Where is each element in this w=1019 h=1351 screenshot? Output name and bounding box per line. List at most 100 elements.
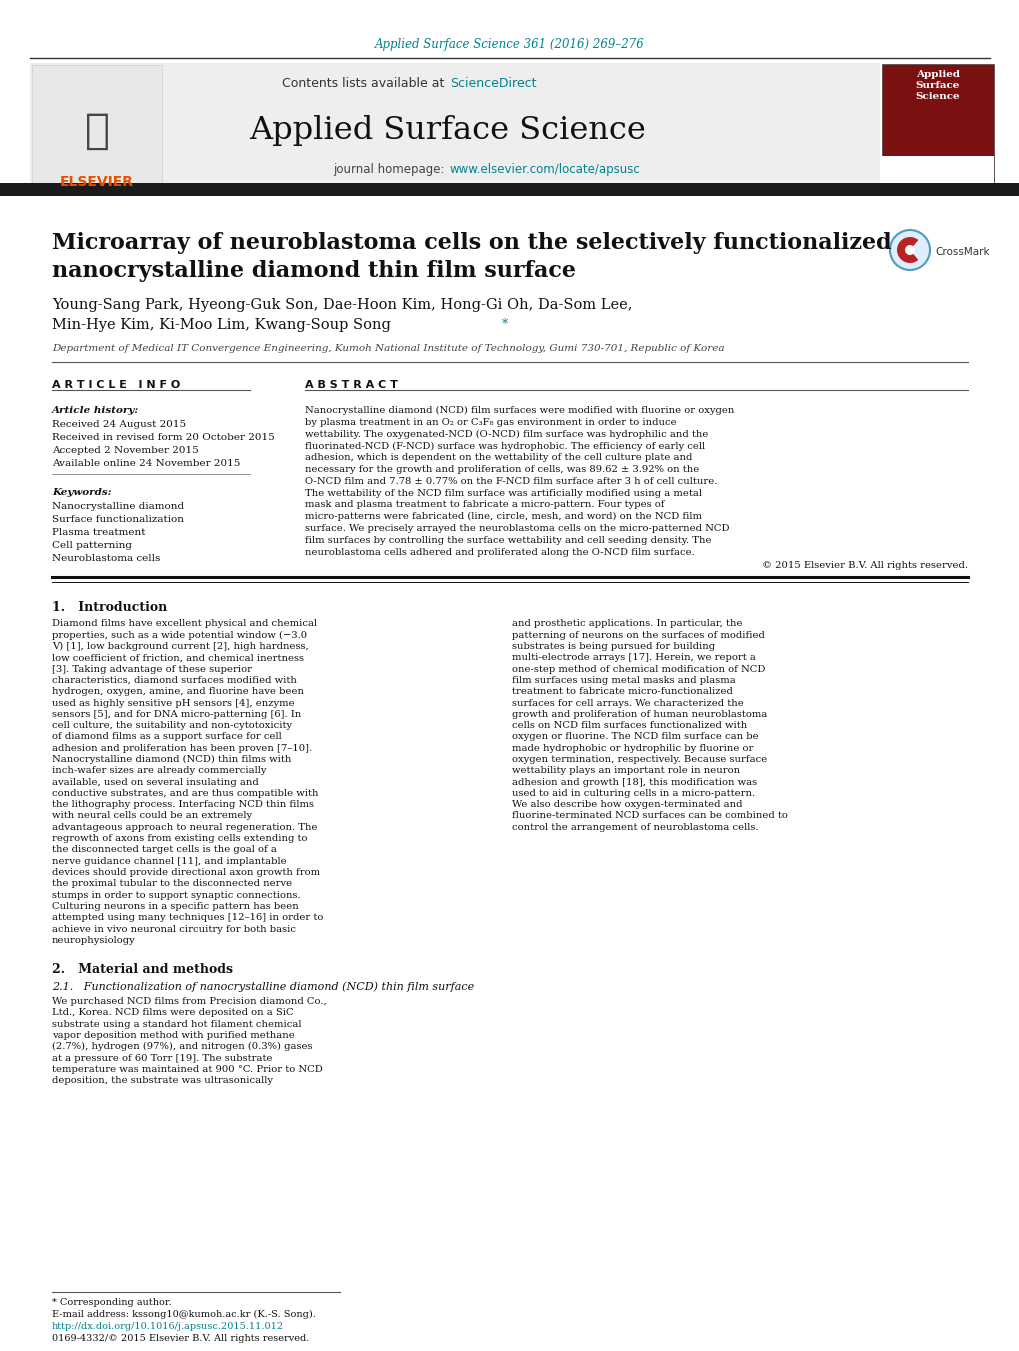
Text: and prosthetic applications. In particular, the: and prosthetic applications. In particul… xyxy=(512,619,742,628)
Text: © 2015 Elsevier B.V. All rights reserved.: © 2015 Elsevier B.V. All rights reserved… xyxy=(761,562,967,570)
Text: Applied Surface Science: Applied Surface Science xyxy=(250,115,646,146)
Text: substrates is being pursued for building: substrates is being pursued for building xyxy=(512,642,714,651)
Text: vapor deposition method with purified methane: vapor deposition method with purified me… xyxy=(52,1031,294,1040)
Text: treatment to fabricate micro-functionalized: treatment to fabricate micro-functionali… xyxy=(512,688,733,696)
Text: surface. We precisely arrayed the neuroblastoma cells on the micro-patterned NCD: surface. We precisely arrayed the neurob… xyxy=(305,524,729,534)
Text: sensors [5], and for DNA micro-patterning [6]. In: sensors [5], and for DNA micro-patternin… xyxy=(52,709,301,719)
Text: used as highly sensitive pH sensors [4], enzyme: used as highly sensitive pH sensors [4],… xyxy=(52,698,294,708)
Text: Received 24 August 2015: Received 24 August 2015 xyxy=(52,420,185,430)
Text: * Corresponding author.: * Corresponding author. xyxy=(52,1298,171,1306)
Text: by plasma treatment in an O₂ or C₃F₈ gas environment in order to induce: by plasma treatment in an O₂ or C₃F₈ gas… xyxy=(305,417,676,427)
Text: nanocrystalline diamond thin film surface: nanocrystalline diamond thin film surfac… xyxy=(52,259,576,282)
Text: ELSEVIER: ELSEVIER xyxy=(60,176,133,189)
Text: regrowth of axons from existing cells extending to: regrowth of axons from existing cells ex… xyxy=(52,834,307,843)
Text: A R T I C L E   I N F O: A R T I C L E I N F O xyxy=(52,380,180,390)
Text: necessary for the growth and proliferation of cells, was 89.62 ± 3.92% on the: necessary for the growth and proliferati… xyxy=(305,465,699,474)
Text: We also describe how oxygen-terminated and: We also describe how oxygen-terminated a… xyxy=(512,800,742,809)
Text: characteristics, diamond surfaces modified with: characteristics, diamond surfaces modifi… xyxy=(52,676,297,685)
Text: oxygen termination, respectively. Because surface: oxygen termination, respectively. Becaus… xyxy=(512,755,766,765)
Text: Department of Medical IT Convergence Engineering, Kumoh National Institute of Te: Department of Medical IT Convergence Eng… xyxy=(52,345,723,353)
Text: Young-Sang Park, Hyeong-Guk Son, Dae-Hoon Kim, Hong-Gi Oh, Da-Som Lee,: Young-Sang Park, Hyeong-Guk Son, Dae-Hoo… xyxy=(52,299,632,312)
Text: micro-patterns were fabricated (line, circle, mesh, and word) on the NCD film: micro-patterns were fabricated (line, ci… xyxy=(305,512,701,521)
Text: E-mail address: kssong10@kumoh.ac.kr (K.-S. Song).: E-mail address: kssong10@kumoh.ac.kr (K.… xyxy=(52,1310,316,1319)
Text: 2.1.   Functionalization of nanocrystalline diamond (NCD) thin film surface: 2.1. Functionalization of nanocrystallin… xyxy=(52,981,474,992)
Text: http://dx.doi.org/10.1016/j.apsusc.2015.11.012: http://dx.doi.org/10.1016/j.apsusc.2015.… xyxy=(52,1323,284,1331)
Text: (2.7%), hydrogen (97%), and nitrogen (0.3%) gases: (2.7%), hydrogen (97%), and nitrogen (0.… xyxy=(52,1043,312,1051)
Text: fluorine-terminated NCD surfaces can be combined to: fluorine-terminated NCD surfaces can be … xyxy=(512,812,787,820)
Text: multi-electrode arrays [17]. Herein, we report a: multi-electrode arrays [17]. Herein, we … xyxy=(512,654,755,662)
Text: wettability. The oxygenated-NCD (O-NCD) film surface was hydrophilic and the: wettability. The oxygenated-NCD (O-NCD) … xyxy=(305,430,707,439)
Text: control the arrangement of neuroblastoma cells.: control the arrangement of neuroblastoma… xyxy=(512,823,758,832)
Text: 🌲: 🌲 xyxy=(85,109,109,153)
Text: journal homepage:: journal homepage: xyxy=(332,163,447,176)
Text: V) [1], low background current [2], high hardness,: V) [1], low background current [2], high… xyxy=(52,642,309,651)
Bar xyxy=(30,63,879,185)
Text: Available online 24 November 2015: Available online 24 November 2015 xyxy=(52,459,240,467)
Circle shape xyxy=(904,245,914,255)
Text: ScienceDirect: ScienceDirect xyxy=(449,77,536,91)
Text: 1.   Introduction: 1. Introduction xyxy=(52,601,167,615)
Text: Received in revised form 20 October 2015: Received in revised form 20 October 2015 xyxy=(52,434,274,442)
Text: film surfaces by controlling the surface wettability and cell seeding density. T: film surfaces by controlling the surface… xyxy=(305,536,711,544)
Text: the lithography process. Interfacing NCD thin films: the lithography process. Interfacing NCD… xyxy=(52,800,314,809)
Bar xyxy=(32,65,162,182)
Bar xyxy=(881,63,994,184)
Text: Plasma treatment: Plasma treatment xyxy=(52,528,146,536)
Text: Diamond films have excellent physical and chemical: Diamond films have excellent physical an… xyxy=(52,619,317,628)
Text: neuroblastoma cells adhered and proliferated along the O-NCD film surface.: neuroblastoma cells adhered and prolifer… xyxy=(305,547,694,557)
Text: [3]. Taking advantage of these superior: [3]. Taking advantage of these superior xyxy=(52,665,252,674)
Text: neurophysiology: neurophysiology xyxy=(52,936,136,944)
Text: used to aid in culturing cells in a micro-pattern.: used to aid in culturing cells in a micr… xyxy=(512,789,754,798)
Text: at a pressure of 60 Torr [19]. The substrate: at a pressure of 60 Torr [19]. The subst… xyxy=(52,1054,272,1063)
Bar xyxy=(0,182,1019,196)
Text: nerve guidance channel [11], and implantable: nerve guidance channel [11], and implant… xyxy=(52,857,286,866)
Text: The wettability of the NCD film surface was artificially modified using a metal: The wettability of the NCD film surface … xyxy=(305,489,701,497)
Text: growth and proliferation of human neuroblastoma: growth and proliferation of human neurob… xyxy=(512,709,766,719)
Text: cells on NCD film surfaces functionalized with: cells on NCD film surfaces functionalize… xyxy=(512,721,747,730)
Text: We purchased NCD films from Precision diamond Co.,: We purchased NCD films from Precision di… xyxy=(52,997,326,1006)
Text: substrate using a standard hot filament chemical: substrate using a standard hot filament … xyxy=(52,1020,302,1028)
Text: made hydrophobic or hydrophilic by fluorine or: made hydrophobic or hydrophilic by fluor… xyxy=(512,743,753,753)
Text: temperature was maintained at 900 °C. Prior to NCD: temperature was maintained at 900 °C. Pr… xyxy=(52,1065,322,1074)
Text: 0169-4332/© 2015 Elsevier B.V. All rights reserved.: 0169-4332/© 2015 Elsevier B.V. All right… xyxy=(52,1333,309,1343)
Text: hydrogen, oxygen, amine, and fluorine have been: hydrogen, oxygen, amine, and fluorine ha… xyxy=(52,688,304,696)
Text: wettability plays an important role in neuron: wettability plays an important role in n… xyxy=(512,766,740,775)
Text: Contents lists available at: Contents lists available at xyxy=(281,77,447,91)
Text: 2.   Material and methods: 2. Material and methods xyxy=(52,963,232,977)
Text: CrossMark: CrossMark xyxy=(934,247,988,257)
Text: advantageous approach to neural regeneration. The: advantageous approach to neural regenera… xyxy=(52,823,317,832)
Text: available, used on several insulating and: available, used on several insulating an… xyxy=(52,778,259,786)
Text: mask and plasma treatment to fabricate a micro-pattern. Four types of: mask and plasma treatment to fabricate a… xyxy=(305,500,663,509)
Text: Surface functionalization: Surface functionalization xyxy=(52,515,183,524)
Text: attempted using many techniques [12–16] in order to: attempted using many techniques [12–16] … xyxy=(52,913,323,923)
Text: Min-Hye Kim, Ki-Moo Lim, Kwang-Soup Song: Min-Hye Kim, Ki-Moo Lim, Kwang-Soup Song xyxy=(52,317,390,332)
Text: properties, such as a wide potential window (−3.0: properties, such as a wide potential win… xyxy=(52,631,307,640)
Text: cell culture, the suitability and non-cytotoxicity: cell culture, the suitability and non-cy… xyxy=(52,721,291,730)
Text: fluorinated-NCD (F-NCD) surface was hydrophobic. The efficiency of early cell: fluorinated-NCD (F-NCD) surface was hydr… xyxy=(305,442,704,450)
Text: Ltd., Korea. NCD films were deposited on a SiC: Ltd., Korea. NCD films were deposited on… xyxy=(52,1008,293,1017)
Circle shape xyxy=(890,230,929,270)
Text: achieve in vivo neuronal circuitry for both basic: achieve in vivo neuronal circuitry for b… xyxy=(52,924,296,934)
Text: O-NCD film and 7.78 ± 0.77% on the F-NCD film surface after 3 h of cell culture.: O-NCD film and 7.78 ± 0.77% on the F-NCD… xyxy=(305,477,716,486)
Text: with neural cells could be an extremely: with neural cells could be an extremely xyxy=(52,812,252,820)
Text: patterning of neurons on the surfaces of modified: patterning of neurons on the surfaces of… xyxy=(512,631,764,640)
Text: low coefficient of friction, and chemical inertness: low coefficient of friction, and chemica… xyxy=(52,654,304,662)
Text: stumps in order to support synaptic connections.: stumps in order to support synaptic conn… xyxy=(52,890,301,900)
Text: www.elsevier.com/locate/apsusc: www.elsevier.com/locate/apsusc xyxy=(449,163,640,176)
Text: the proximal tubular to the disconnected nerve: the proximal tubular to the disconnected… xyxy=(52,880,291,889)
Text: adhesion and growth [18], this modification was: adhesion and growth [18], this modificat… xyxy=(512,778,756,786)
Text: Culturing neurons in a specific pattern has been: Culturing neurons in a specific pattern … xyxy=(52,902,299,911)
Text: Accepted 2 November 2015: Accepted 2 November 2015 xyxy=(52,446,199,455)
Text: Microarray of neuroblastoma cells on the selectively functionalized: Microarray of neuroblastoma cells on the… xyxy=(52,232,891,254)
Text: Article history:: Article history: xyxy=(52,407,140,415)
Text: conductive substrates, and are thus compatible with: conductive substrates, and are thus comp… xyxy=(52,789,318,798)
Text: adhesion and proliferation has been proven [7–10].: adhesion and proliferation has been prov… xyxy=(52,743,312,753)
Text: surfaces for cell arrays. We characterized the: surfaces for cell arrays. We characteriz… xyxy=(512,698,743,708)
Text: Neuroblastoma cells: Neuroblastoma cells xyxy=(52,554,160,563)
Bar xyxy=(881,155,994,184)
Text: Nanocrystalline diamond (NCD) film surfaces were modified with fluorine or oxyge: Nanocrystalline diamond (NCD) film surfa… xyxy=(305,407,734,415)
Text: Nanocrystalline diamond: Nanocrystalline diamond xyxy=(52,503,184,511)
Text: Nanocrystalline diamond (NCD) thin films with: Nanocrystalline diamond (NCD) thin films… xyxy=(52,755,291,765)
Text: the disconnected target cells is the goal of a: the disconnected target cells is the goa… xyxy=(52,846,276,854)
Text: film surfaces using metal masks and plasma: film surfaces using metal masks and plas… xyxy=(512,676,735,685)
